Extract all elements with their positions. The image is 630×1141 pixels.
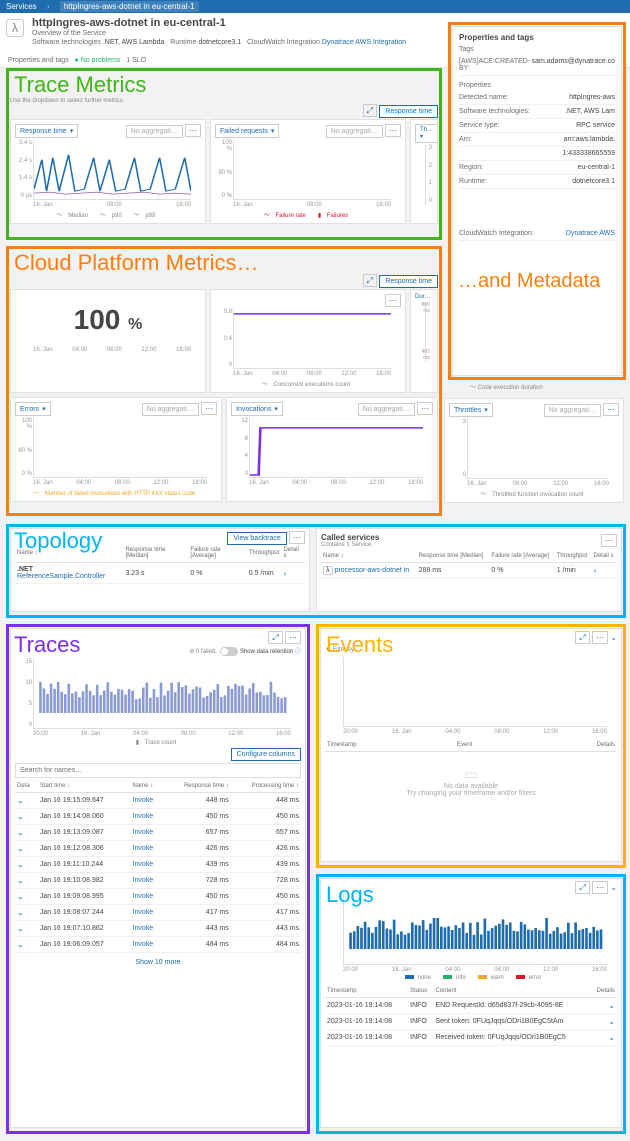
table-row[interactable]: ⌄Jan 16 19:06:09.057Invoke484 ms484 ms (15, 936, 301, 952)
dd-failed[interactable]: Failed requests ▾ (215, 124, 279, 138)
filter-input[interactable]: Filter by (333, 647, 354, 653)
traces-card: ⤢ ⋯ ⊘ 0 failed. Show data retention ⓘ 15… (10, 628, 306, 1128)
view-backtrace-button[interactable]: View backtrace (227, 532, 286, 545)
table-row[interactable]: ⌄Jan 16 19:14:08.060Invoke450 ms450 ms (15, 808, 301, 824)
expand-icon[interactable]: ⤢ (268, 631, 282, 644)
called-services-card: Called servicesContains 1 Service. ⋯ Nam… (316, 528, 622, 612)
search-input[interactable] (15, 763, 301, 778)
table-row[interactable]: .NET ReferenceSample.Controller3.23 s0 %… (15, 563, 305, 584)
expand-icon[interactable]: ⤢ (363, 104, 377, 117)
configure-columns-button[interactable]: Configure columns (231, 748, 301, 761)
dd-throttles[interactable]: Throttles ▾ (449, 403, 493, 417)
tab-properties[interactable]: Properties and tags (8, 57, 69, 64)
menu-icon[interactable]: ⋯ (417, 402, 433, 415)
expand-icon[interactable]: ⤢ (575, 631, 589, 644)
table-row[interactable]: ⌄Jan 16 19:15:09.647Invoke448 ms448 ms (15, 792, 301, 808)
chart-invocations: Invocations ▾ No aggregati… ⋯ 12840 16. … (226, 397, 438, 502)
dd-agg5[interactable]: No aggregati… (544, 404, 601, 417)
table-row[interactable]: ⌄Jan 16 19:07:10.862Invoke443 ms443 ms (15, 920, 301, 936)
dd-agg[interactable]: No aggregati… (126, 125, 183, 138)
chevron-down-icon[interactable]: ⌄ (610, 633, 617, 642)
show-more-button[interactable]: Show 10 more (135, 959, 180, 966)
breadcrumb-item[interactable]: httpIngres-aws-dotnet in eu-central-1 (60, 1, 199, 12)
table-row[interactable]: λ processor-aws-dotnet in288 ms0 %1 /min… (321, 563, 617, 579)
chart-throttles: Throttles ▾ No aggregati… ⋯ 30 16. Jan08… (444, 398, 624, 503)
props-title: Properties and tags (459, 33, 615, 42)
menu-icon[interactable]: ⋯ (592, 881, 608, 894)
lambda-icon: λ (6, 19, 24, 37)
topology-card: View backtrace ⋯ Name ↕Response time [Me… (10, 528, 310, 612)
chevron-down-icon[interactable]: ⌄ (610, 883, 617, 892)
table-row[interactable]: ⌄Jan 16 19:13:09.087Invoke657 ms657 ms (15, 824, 301, 840)
cw-link[interactable]: Dynatrace AWS Integration (322, 39, 406, 46)
table-row[interactable]: ⌄Jan 16 19:11:10.244Invoke439 ms439 ms (15, 856, 301, 872)
expand-icon[interactable]: ⤢ (575, 881, 589, 894)
chart-errors: Errors ▾ No aggregati… ⋯ 100 %80 %0 % 16… (10, 397, 222, 502)
table-row[interactable]: 2023-01-16 19:14:08INFOEND RequestId: d6… (325, 998, 617, 1014)
tab-slo[interactable]: 1 SLO (126, 57, 146, 64)
dd-agg3[interactable]: No aggregati… (142, 403, 199, 416)
dd-agg2[interactable]: No aggregati… (326, 125, 383, 138)
menu-icon[interactable]: ⋯ (201, 402, 217, 415)
overlay-cloud: Cloud Platform Metrics… (14, 250, 259, 276)
menu-icon[interactable]: ⋯ (603, 403, 619, 416)
dd-throughput[interactable]: Th… ▾ (415, 124, 438, 143)
menu-icon[interactable]: ⋯ (385, 294, 401, 307)
overlay-trace: Trace Metrics (14, 72, 146, 98)
tab-problems[interactable]: No problems (81, 57, 121, 64)
table-row[interactable]: ⌄Jan 16 19:08:07.244Invoke417 ms417 ms (15, 904, 301, 920)
dd-invocations[interactable]: Invocations ▾ (231, 402, 283, 416)
retention-toggle[interactable] (220, 647, 238, 656)
top-bar: Services › httpIngres-aws-dotnet in eu-c… (0, 0, 630, 13)
table-row[interactable]: 2023-01-16 19:14:08INFOSent token: 0FUqJ… (325, 1014, 617, 1030)
services-link[interactable]: Services (6, 2, 37, 11)
expand-icon[interactable]: ⤢ (363, 274, 377, 287)
table-row[interactable]: ⌄Jan 16 19:09:08.995Invoke450 ms450 ms (15, 888, 301, 904)
properties-panel: Properties and tags Tags [AWS]ACE:CREATE… (452, 26, 622, 376)
table-row[interactable]: ⌄Jan 16 19:10:08.982Invoke728 ms728 ms (15, 872, 301, 888)
chart-success-rate: 100 % 16. Jan04:0008:0012:0018:00 (10, 289, 206, 393)
chart-response-time: Response time ▾ No aggregati… ⋯ 3.4 s2.4… (10, 119, 206, 224)
menu-icon[interactable]: ⋯ (285, 631, 301, 644)
chart-duration-clip: Dur… 800 ms400 ms (410, 289, 438, 393)
menu-icon[interactable]: ⋯ (185, 124, 201, 137)
dd-errors[interactable]: Errors ▾ (15, 402, 51, 416)
menu-icon[interactable]: ⋯ (592, 631, 608, 644)
logs-card: ⤢ ⋯ ⌄ 20:0016. Jan04:0008:0012:0016:00 n… (320, 878, 622, 1128)
dd-response-time[interactable]: Response time ▾ (15, 124, 78, 138)
dd-agg4[interactable]: No aggregati… (358, 403, 415, 416)
response-time-button[interactable]: Response time (379, 105, 438, 118)
events-card: ⤢ ⋯ ⌄ ▼ Filter by 20:0016. Jan04:0008:00… (320, 628, 622, 862)
menu-icon[interactable]: ⋯ (289, 531, 305, 544)
menu-icon[interactable]: ⋯ (601, 534, 617, 547)
table-row[interactable]: ⌄Jan 16 19:12:08.306Invoke426 ms426 ms (15, 840, 301, 856)
chart-failed-requests: Failed requests ▾ No aggregati… ⋯ 100 %9… (210, 119, 406, 224)
chart-concurrent: ⋯ 0.80.40 16. Jan04:0008:0012:0018:00 〜 … (210, 289, 406, 393)
response-time-button2[interactable]: Response time (379, 275, 438, 288)
table-row[interactable]: 2023-01-16 19:14:08INFOReceived token: 0… (325, 1030, 617, 1046)
chart-throughput-clip: Th… ▾ 3210 (410, 119, 438, 224)
cw-integration-link[interactable]: Dynatrace AWS (566, 230, 615, 237)
menu-icon[interactable]: ⋯ (385, 124, 401, 137)
